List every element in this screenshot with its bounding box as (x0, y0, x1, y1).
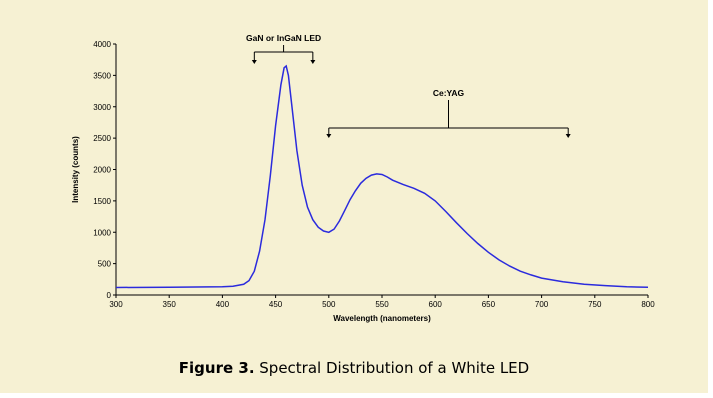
x-tick-label: 650 (482, 300, 496, 309)
y-tick-label: 1000 (93, 228, 111, 237)
annotation-label: GaN or InGaN LED (246, 33, 321, 43)
x-tick-label: 750 (588, 300, 602, 309)
ticks: 300 350 400 450 500 550 600 650 700 750 800 0 500 100… (93, 40, 655, 309)
x-axis-title: Wavelength (nanometers) (333, 314, 431, 323)
y-tick-label: 2000 (93, 166, 111, 175)
x-tick-label: 500 (322, 300, 336, 309)
annotation-bracket: Ce:YAG (326, 88, 571, 138)
annotation-bracket: GaN or InGaN LED (246, 33, 321, 64)
caption-text: Spectral Distribution of a White LED (254, 359, 530, 377)
figure-caption: Figure 3. Spectral Distribution of a Whi… (0, 359, 708, 377)
y-tick-label: 2500 (93, 134, 111, 143)
y-tick-label: 500 (98, 260, 112, 269)
spectrum-chart: 300 350 400 450 500 550 600 650 700 750 800 0 500 100… (71, 33, 655, 323)
y-tick-label: 0 (107, 291, 112, 300)
y-tick-label: 4000 (93, 40, 111, 49)
annotation-label: Ce:YAG (433, 88, 465, 98)
y-tick-label: 1500 (93, 197, 111, 206)
x-tick-label: 800 (641, 300, 655, 309)
x-tick-label: 550 (375, 300, 389, 309)
spectrum-line (115, 64, 649, 289)
x-tick-label: 350 (163, 300, 177, 309)
x-tick-label: 700 (535, 300, 549, 309)
axes (115, 44, 648, 296)
y-tick-label: 3500 (93, 71, 111, 80)
x-tick-label: 300 (109, 300, 123, 309)
caption-label: Figure 3. (178, 359, 255, 377)
x-tick-label: 400 (216, 300, 230, 309)
x-tick-label: 450 (269, 300, 283, 309)
y-axis-title: Intensity (counts) (71, 136, 80, 203)
y-tick-label: 3000 (93, 103, 111, 112)
annotations: GaN or InGaN LED Ce:YAG (246, 33, 571, 138)
x-tick-label: 600 (429, 300, 443, 309)
